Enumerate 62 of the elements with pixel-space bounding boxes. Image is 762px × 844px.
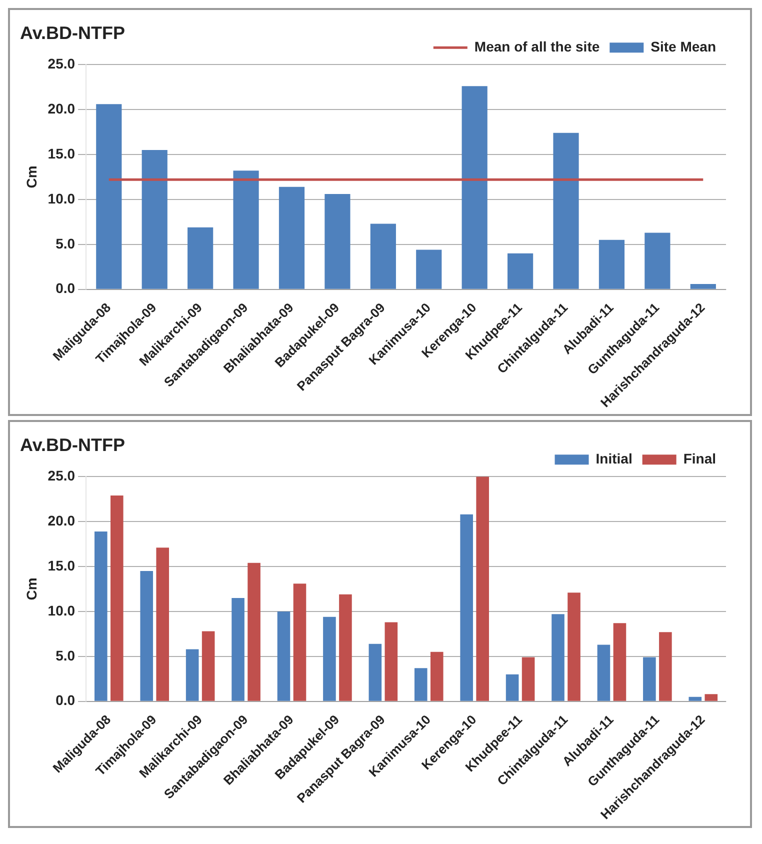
y-tick-label: 10.0 xyxy=(48,602,76,618)
bar xyxy=(110,495,124,701)
bar xyxy=(323,616,336,701)
y-tick-label: 15.0 xyxy=(48,557,76,574)
y-tick-label: 10.0 xyxy=(48,190,76,206)
y-tick-label: 15.0 xyxy=(48,145,76,162)
bar xyxy=(156,548,170,701)
bar xyxy=(94,531,108,701)
y-tick-label: 25.0 xyxy=(48,55,76,72)
bar xyxy=(462,86,488,289)
y-tick-label: 20.0 xyxy=(48,512,76,528)
bar xyxy=(278,186,305,289)
bar xyxy=(659,632,672,701)
y-axis-title: Cm xyxy=(23,578,40,600)
chart-title: Av.BD-NTFP xyxy=(20,434,125,455)
y-tick-label: 5.0 xyxy=(56,647,76,664)
bar xyxy=(186,649,199,701)
bar xyxy=(324,194,350,289)
bar xyxy=(96,104,122,289)
bar xyxy=(598,240,625,289)
bar xyxy=(690,284,716,289)
legend-label: Site Mean xyxy=(650,38,716,54)
bar xyxy=(476,476,489,701)
bar xyxy=(597,644,610,701)
bar xyxy=(339,594,352,701)
bar xyxy=(232,598,244,701)
bar xyxy=(506,674,519,701)
bar xyxy=(643,657,656,701)
bar xyxy=(140,570,154,701)
bar xyxy=(430,652,444,701)
y-tick-label: 5.0 xyxy=(56,235,76,252)
bar xyxy=(613,623,626,701)
bar xyxy=(688,696,702,701)
bar xyxy=(644,232,670,289)
bar xyxy=(368,644,382,701)
legend-label: Initial xyxy=(596,450,632,466)
bar xyxy=(142,150,168,289)
bar xyxy=(568,592,580,701)
bar xyxy=(370,224,396,289)
bar xyxy=(552,614,564,701)
y-tick-label: 20.0 xyxy=(48,100,76,116)
chart-title: Av.BD-NTFP xyxy=(20,22,125,43)
bar xyxy=(704,694,718,701)
bar xyxy=(522,657,535,701)
bar xyxy=(460,514,473,701)
bar xyxy=(293,584,306,701)
bar xyxy=(553,132,579,289)
bar xyxy=(508,253,534,289)
bar xyxy=(414,668,428,701)
y-axis-title: Cm xyxy=(23,166,40,188)
bar xyxy=(202,631,215,701)
bar xyxy=(188,227,214,289)
bar xyxy=(248,562,260,701)
legend-label: Mean of all the site xyxy=(474,38,600,54)
y-tick-label: 0.0 xyxy=(56,280,76,296)
bar xyxy=(416,250,442,289)
bar xyxy=(233,170,259,289)
legend-label: Final xyxy=(683,450,716,466)
bar xyxy=(384,622,398,701)
y-tick-label: 0.0 xyxy=(56,692,76,708)
bar xyxy=(277,611,290,701)
y-tick-label: 25.0 xyxy=(48,467,76,484)
